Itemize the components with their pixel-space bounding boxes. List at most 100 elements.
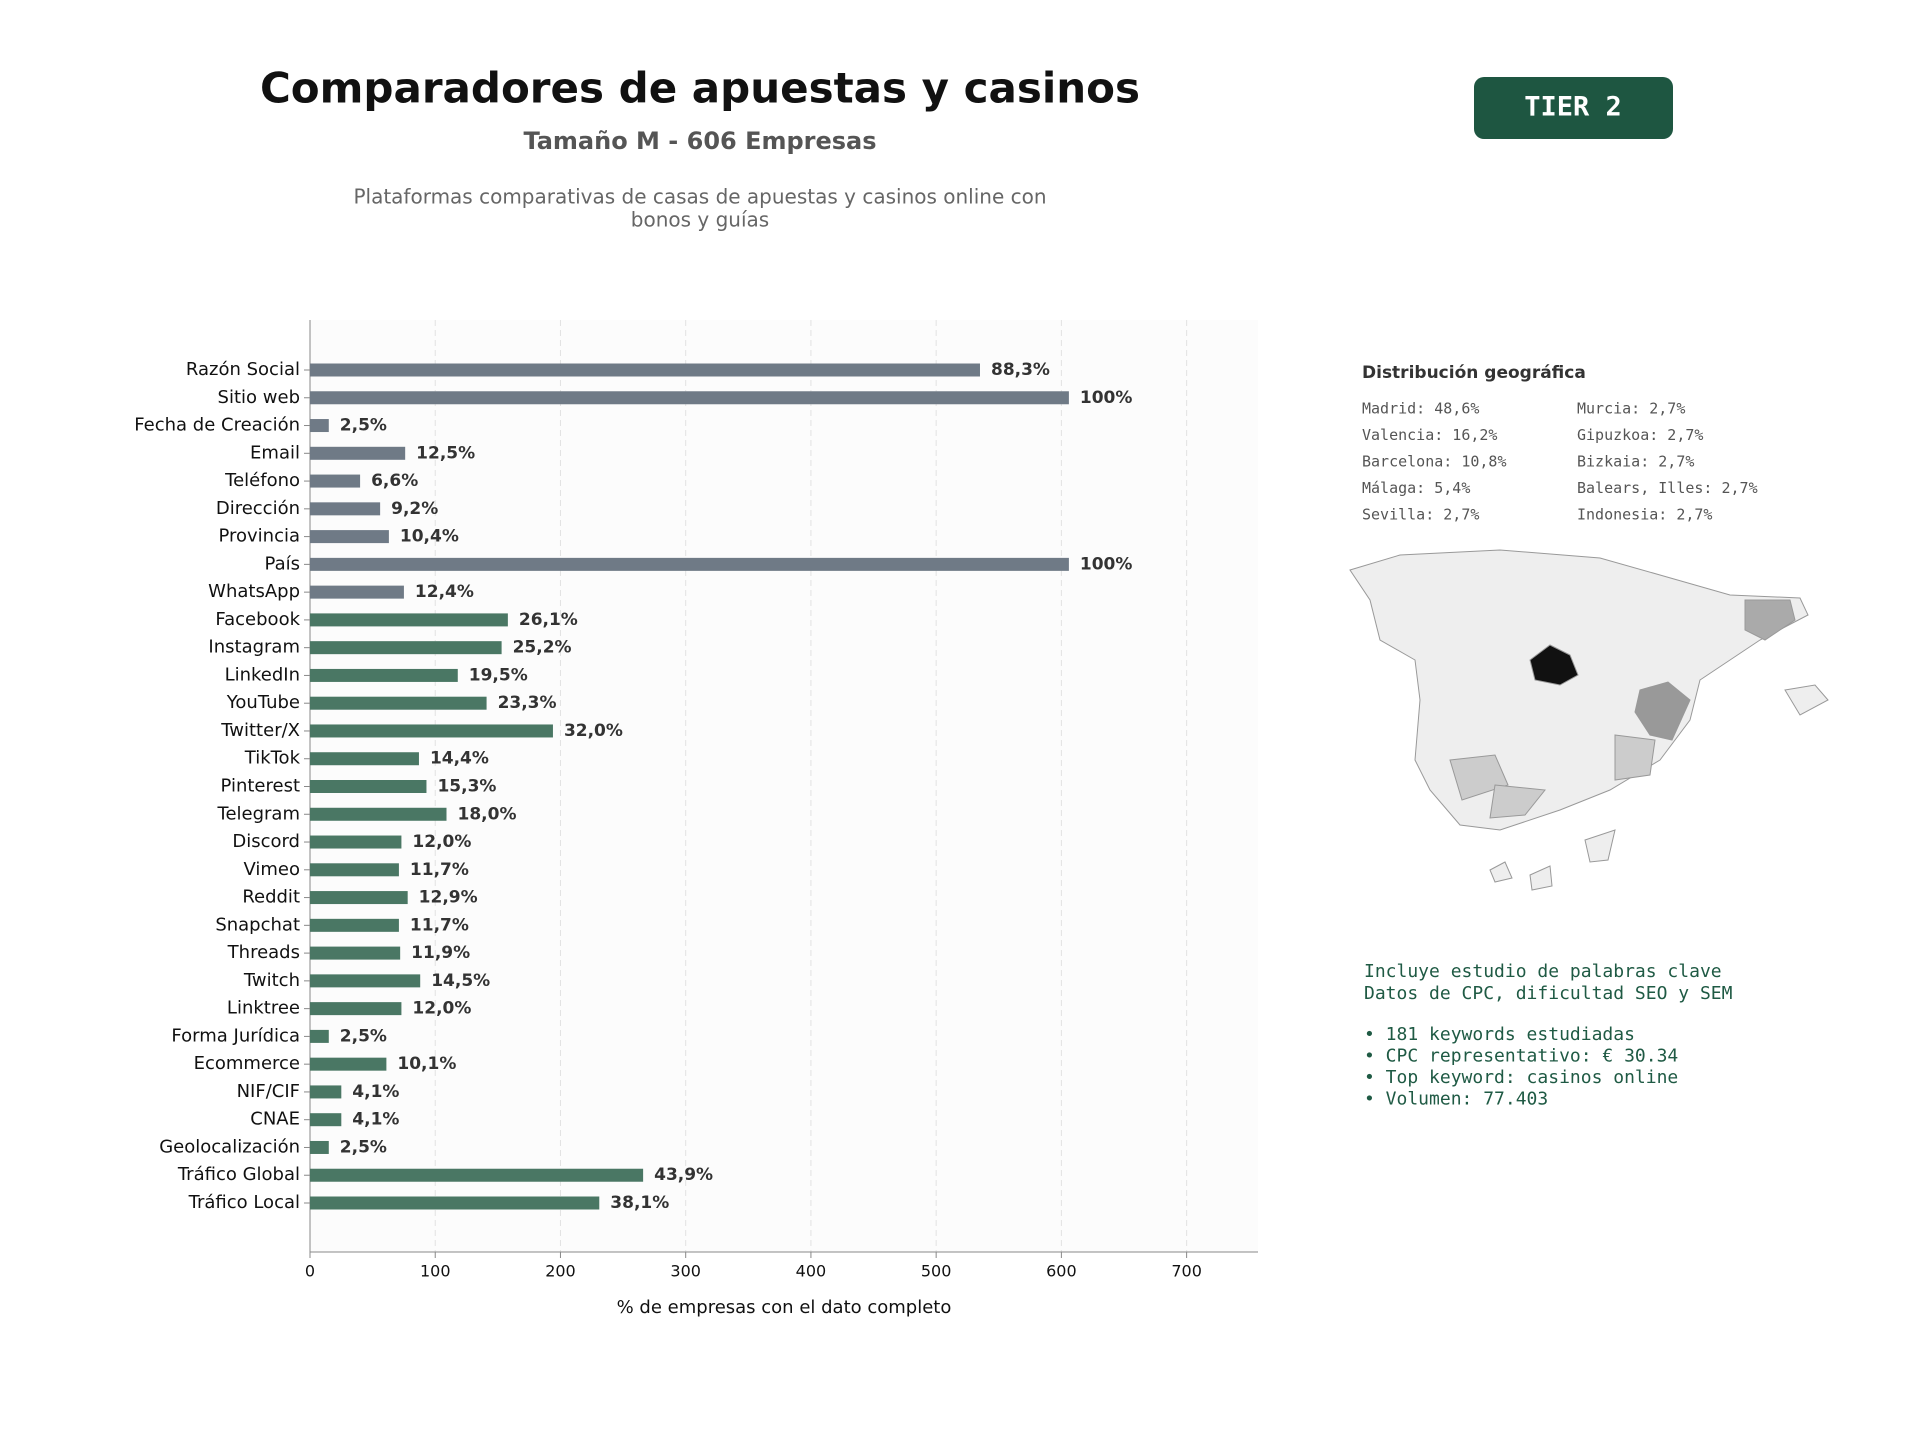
bar: [310, 1168, 644, 1182]
value-label: 2,5%: [340, 1137, 387, 1157]
y-tick-label: Linktree: [227, 998, 300, 1019]
x-tick-label: 300: [670, 1262, 701, 1281]
y-tick-label: Vimeo: [243, 859, 300, 880]
y-tick-label: Dirección: [216, 498, 300, 519]
value-label: 11,9%: [411, 943, 470, 963]
description: Plataformas comparativas de casas de apu…: [353, 185, 1046, 209]
badge-text: TIER 2: [1524, 92, 1622, 123]
geo-item: Murcia: 2,7%: [1577, 400, 1685, 418]
y-tick-label: YouTube: [226, 692, 300, 713]
bar: [310, 1196, 600, 1210]
bar: [310, 918, 399, 932]
plot-area: [310, 320, 1258, 1252]
bar: [310, 1113, 342, 1127]
value-label: 38,1%: [610, 1193, 669, 1213]
value-label: 12,4%: [415, 582, 474, 602]
value-label: 12,9%: [419, 888, 478, 908]
bar: [310, 946, 401, 960]
bar: [310, 391, 1069, 405]
value-label: 23,3%: [498, 693, 557, 713]
geo-item: Gipuzkoa: 2,7%: [1577, 426, 1703, 444]
y-tick-label: Threads: [227, 942, 300, 963]
map-region: [1529, 644, 1579, 686]
geo-item: Balears, Illes: 2,7%: [1577, 479, 1758, 497]
map-region: [1634, 681, 1691, 741]
y-tick-label: WhatsApp: [208, 581, 300, 602]
value-label: 19,5%: [469, 665, 528, 685]
value-label: 100%: [1080, 388, 1133, 408]
bar: [310, 835, 402, 849]
chart-title: Comparadores de apuestas y casinos: [260, 64, 1140, 113]
value-label: 15,3%: [437, 777, 496, 797]
x-tick-label: 700: [1171, 1262, 1202, 1281]
map-region: [1529, 865, 1553, 891]
x-tick-label: 0: [305, 1262, 315, 1281]
value-label: 88,3%: [991, 360, 1050, 380]
map-region: [1349, 549, 1809, 831]
bar: [310, 1140, 329, 1154]
keyword-bullet: • CPC representativo: € 30.34: [1364, 1046, 1678, 1067]
bar: [310, 780, 427, 793]
y-tick-label: Pinterest: [220, 776, 300, 797]
value-label: 11,7%: [410, 860, 469, 880]
y-tick-label: Tráfico Local: [188, 1192, 300, 1213]
y-tick-label: Telegram: [217, 803, 300, 824]
bar: [310, 446, 406, 460]
map-region: [1584, 829, 1616, 863]
bar: [310, 696, 487, 710]
value-label: 12,0%: [412, 832, 471, 852]
map-region: [1489, 861, 1513, 883]
y-tick-label: País: [265, 553, 300, 574]
y-tick-label: Geolocalización: [159, 1136, 300, 1157]
bar: [310, 1057, 387, 1071]
geo-item: Sevilla: 2,7%: [1362, 506, 1479, 524]
geo-item: Málaga: 5,4%: [1362, 479, 1470, 497]
bar: [310, 613, 508, 627]
geo-title: Distribución geográfica: [1362, 363, 1586, 383]
geo-item: Madrid: 48,6%: [1362, 400, 1479, 418]
chart-subtitle: Tamaño M - 606 Empresas: [523, 127, 876, 155]
x-tick-label: 500: [921, 1262, 952, 1281]
value-label: 2,5%: [340, 1026, 387, 1046]
value-label: 100%: [1080, 554, 1133, 574]
x-axis-label: % de empresas con el dato completo: [617, 1297, 952, 1318]
bar: [310, 863, 399, 877]
bar: [310, 668, 458, 682]
y-tick-label: Tráfico Global: [177, 1164, 300, 1185]
value-label: 12,5%: [416, 443, 475, 463]
x-tick-label: 600: [1046, 1262, 1077, 1281]
y-tick-label: Snapchat: [215, 914, 300, 935]
map-region: [1489, 784, 1546, 819]
bar: [310, 557, 1069, 571]
map-region: [1449, 754, 1509, 801]
keyword-bullet: • 181 keywords estudiadas: [1364, 1024, 1635, 1045]
bar: [310, 1085, 342, 1099]
y-tick-label: Razón Social: [186, 359, 300, 380]
map-region: [1744, 599, 1796, 641]
bar: [310, 1029, 329, 1043]
x-tick-label: 100: [420, 1262, 451, 1281]
value-label: 18,0%: [458, 804, 517, 824]
y-tick-label: Twitter/X: [220, 720, 300, 741]
y-tick-label: Fecha de Creación: [134, 415, 300, 436]
bar: [310, 530, 389, 544]
badge: [1474, 77, 1673, 139]
value-label: 10,1%: [397, 1054, 456, 1074]
bar: [310, 474, 361, 488]
value-label: 14,4%: [430, 749, 489, 769]
keyword-line: Datos de CPC, dificultad SEO y SEM: [1364, 983, 1733, 1004]
value-label: 4,1%: [352, 1110, 399, 1130]
bar: [310, 974, 421, 988]
bar: [310, 807, 447, 821]
x-tick-label: 400: [796, 1262, 827, 1281]
bar: [310, 891, 408, 905]
y-tick-label: Email: [250, 442, 300, 463]
map-region: [1614, 734, 1656, 781]
y-tick-label: CNAE: [250, 1109, 300, 1130]
y-tick-label: Discord: [232, 831, 300, 852]
geo-item: Indonesia: 2,7%: [1577, 506, 1712, 524]
x-tick-label: 200: [545, 1262, 576, 1281]
keyword-bullet: • Volumen: 77.403: [1364, 1089, 1548, 1110]
